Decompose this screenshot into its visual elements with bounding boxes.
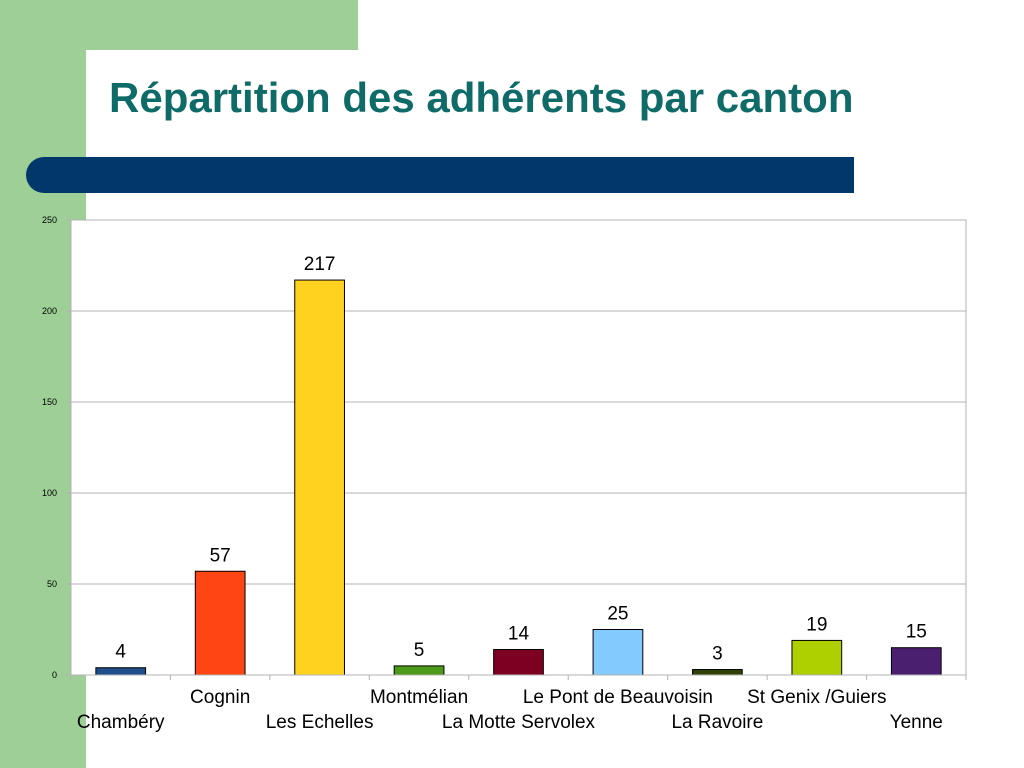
slide-title: Répartition des adhérents par canton bbox=[109, 74, 854, 121]
bar bbox=[294, 279, 345, 676]
bar bbox=[692, 669, 743, 676]
y-tick-label: 150 bbox=[42, 397, 57, 407]
axes: 0 50 100 150 200 250 bbox=[42, 215, 967, 680]
y-tick-label: 250 bbox=[42, 215, 57, 225]
bar bbox=[194, 570, 246, 676]
data-label: 5 bbox=[414, 640, 425, 661]
bar bbox=[393, 665, 445, 676]
bar bbox=[791, 639, 843, 676]
labels: 4 Chambéry 57 Cognin 217 Les Echelles 5 Montmél… bbox=[77, 254, 943, 733]
y-tick-label: 50 bbox=[47, 579, 57, 589]
bar bbox=[592, 629, 644, 676]
data-label: 3 bbox=[712, 644, 723, 665]
x-tick-label: Chambéry bbox=[77, 712, 165, 733]
y-tick-label: 0 bbox=[52, 670, 57, 680]
x-tick-label: Yenne bbox=[890, 712, 943, 733]
data-label: 4 bbox=[115, 642, 126, 663]
x-tick-label: St Genix /Guiers bbox=[747, 687, 886, 708]
grid-lines bbox=[71, 219, 966, 585]
bar bbox=[493, 649, 544, 676]
x-tick-label: La Ravoire bbox=[671, 712, 763, 733]
data-label: 25 bbox=[607, 604, 628, 625]
y-tick-label: 200 bbox=[42, 306, 57, 316]
x-tick-label: Les Echelles bbox=[266, 712, 374, 733]
x-tick-label: Montmélian bbox=[370, 687, 468, 708]
x-tick-label: Cognin bbox=[190, 687, 250, 708]
bar bbox=[95, 667, 147, 676]
title-underline-bar bbox=[26, 157, 854, 193]
data-label: 57 bbox=[210, 545, 231, 566]
bars bbox=[95, 279, 942, 676]
data-label: 15 bbox=[906, 622, 927, 643]
green-top-band bbox=[86, 0, 358, 50]
data-label: 19 bbox=[806, 614, 827, 635]
x-tick-label: Le Pont de Beauvoisin bbox=[523, 687, 713, 708]
bar bbox=[890, 647, 942, 676]
data-label: 14 bbox=[508, 624, 530, 645]
data-label: 217 bbox=[304, 254, 336, 275]
y-tick-label: 100 bbox=[42, 488, 57, 498]
x-tick-label: La Motte Servolex bbox=[442, 712, 596, 733]
